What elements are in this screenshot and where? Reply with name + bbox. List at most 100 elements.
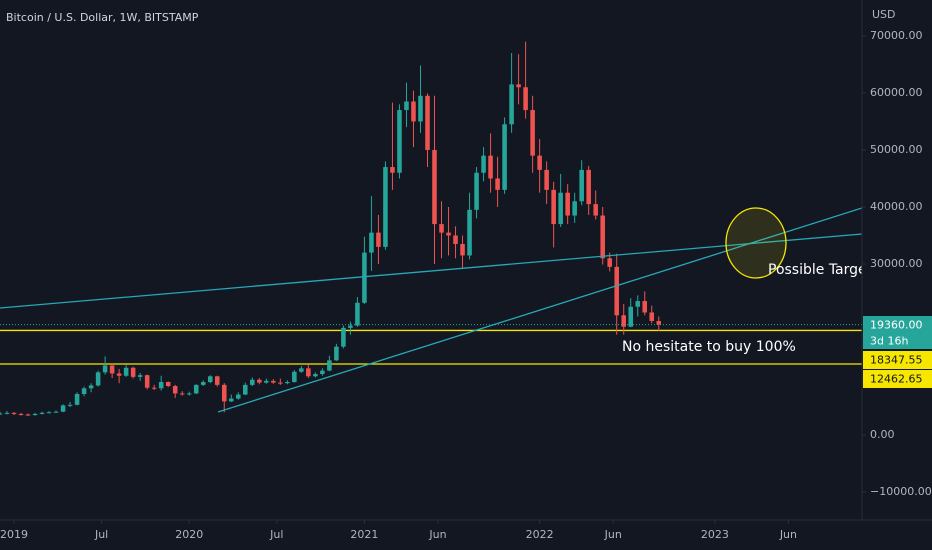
candle-body (495, 178, 500, 190)
candle-body (11, 412, 17, 414)
candle-body (32, 413, 38, 416)
candle-body (642, 301, 648, 313)
candle-body (544, 169, 549, 190)
candle-body (95, 372, 101, 386)
candle-body (172, 386, 178, 394)
candle-body (214, 376, 220, 385)
candle-body (74, 393, 80, 405)
candle-body (523, 87, 528, 111)
candle-body (4, 412, 10, 414)
candle-body (537, 155, 542, 170)
candle-body (313, 374, 318, 377)
candle-body (383, 167, 388, 247)
candle-body (600, 215, 605, 259)
candle-body (390, 167, 395, 173)
candle-body (278, 382, 283, 384)
x-tick-label: 2020 (175, 528, 203, 541)
candle-body (193, 384, 199, 394)
candle-body (614, 266, 619, 316)
candle-body (607, 258, 612, 267)
candle-body (348, 325, 353, 328)
candle-body (411, 101, 416, 122)
candle-body (186, 393, 192, 395)
annotation: Possible Target (768, 262, 873, 278)
x-tick-label: Jun (428, 528, 446, 541)
candle-body (432, 149, 437, 225)
candle-body (144, 375, 150, 388)
y-tick-label: −10000.00 (870, 485, 932, 498)
y-tick-label: 40000.00 (870, 200, 923, 213)
x-tick-label: 2023 (701, 528, 729, 541)
candle-body (39, 412, 45, 414)
candle-body (235, 394, 241, 399)
candle-body (264, 380, 269, 383)
candle-body (228, 398, 234, 402)
candle-body (635, 301, 641, 307)
candle-body (565, 192, 570, 216)
y-tick-label: 30000.00 (870, 257, 923, 270)
candle-body (88, 385, 94, 389)
countdown-box (863, 334, 932, 349)
candle-body (593, 204, 598, 216)
candle-body (467, 209, 472, 256)
countdown-label: 3d 16h (870, 335, 908, 348)
candle-body (362, 252, 367, 303)
candle-body (488, 155, 493, 179)
candle-body (397, 110, 402, 173)
candle-body (25, 414, 31, 416)
candle-body (628, 306, 634, 327)
candle-body (551, 189, 556, 225)
x-tick-label: 2021 (350, 528, 378, 541)
y-tick-label: 0.00 (870, 428, 895, 441)
candle-body (243, 384, 248, 395)
candle-body (327, 360, 332, 371)
candle-body (355, 302, 360, 326)
x-tick-label: Jul (94, 528, 108, 541)
candle-body (46, 412, 52, 414)
candle-body (334, 346, 339, 361)
candle-body (530, 110, 535, 156)
candle-body (572, 201, 577, 216)
x-tick-label: Jun (604, 528, 622, 541)
candle-body (53, 411, 59, 413)
candle-body (151, 387, 157, 389)
y-tick-label: 70000.00 (870, 29, 923, 42)
candle-body (81, 388, 87, 394)
candle-body (102, 365, 108, 373)
candle-body (200, 382, 206, 385)
candle-body (60, 405, 66, 412)
chart-title: Bitcoin / U.S. Dollar, 1W, BITSTAMP (6, 11, 199, 24)
candle-body (0, 413, 3, 415)
price-label-box (863, 316, 932, 334)
candle-body (579, 169, 584, 202)
candle-body (109, 365, 115, 374)
candle-body (376, 232, 381, 247)
candle-body (130, 367, 136, 377)
candle-body (18, 413, 24, 415)
candle-body (558, 192, 563, 225)
candle-body (481, 155, 486, 173)
candle-body (67, 404, 73, 406)
candle-body (292, 371, 297, 383)
candle-body (285, 382, 290, 384)
currency-label: USD (872, 8, 896, 21)
price-label: 18347.55 (870, 354, 923, 367)
candle-body (418, 95, 423, 122)
candle-body (656, 321, 662, 325)
candle-body (221, 384, 227, 402)
price-label-box (863, 370, 932, 388)
candle-body (158, 382, 164, 389)
candle-body (425, 95, 430, 150)
candle-body (271, 380, 276, 383)
target-circle (725, 207, 787, 279)
candle-body (250, 379, 255, 385)
candle-body (446, 232, 451, 236)
candle-body (207, 376, 213, 383)
x-tick-label: Jul (269, 528, 283, 541)
x-tick-label: 2022 (526, 528, 554, 541)
candle-body (586, 169, 591, 205)
